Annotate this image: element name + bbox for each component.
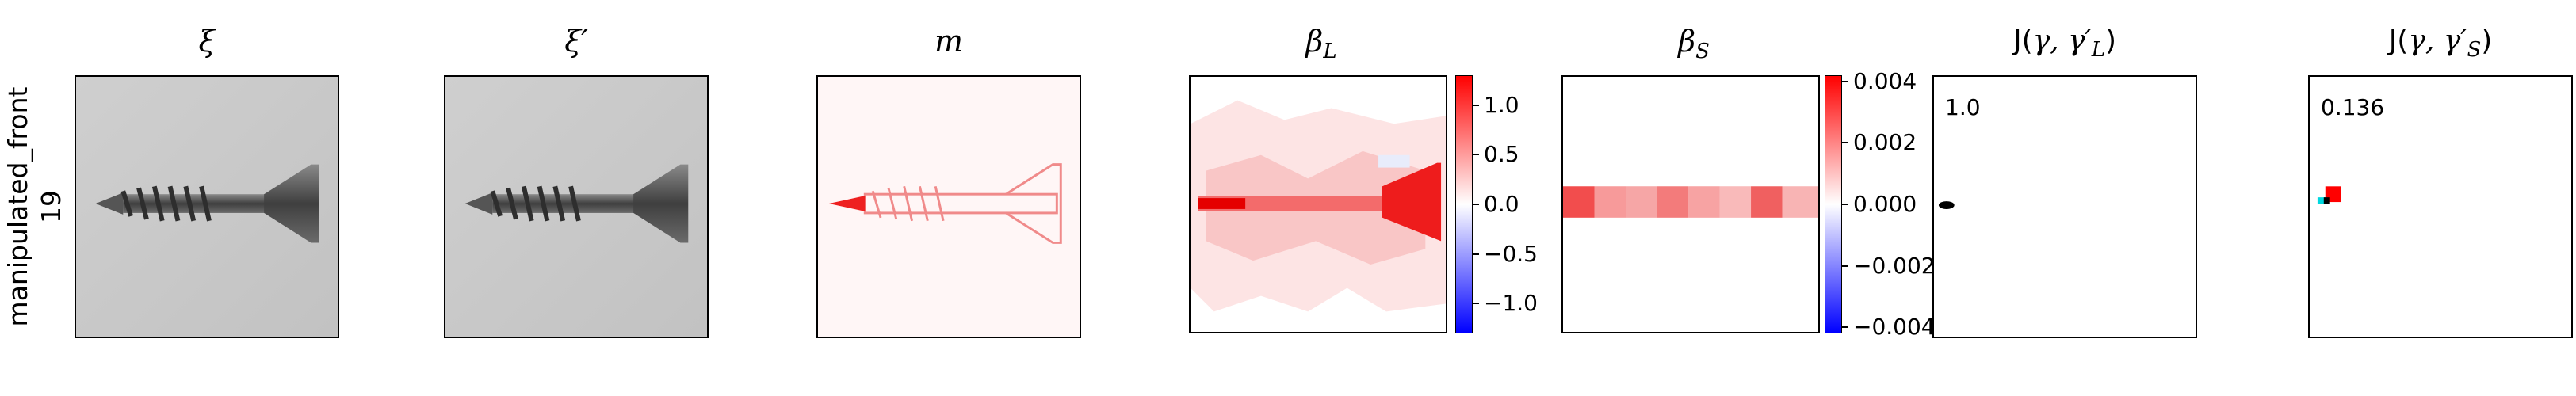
screw-photo-manipulated bbox=[445, 77, 707, 337]
panel-m-mask bbox=[816, 75, 1081, 338]
colorbar-beta-S bbox=[1825, 75, 1842, 333]
colorbar-beta-S-ticks: 0.004 0.002 0.000 −0.002 −0.004 bbox=[1842, 68, 1977, 340]
colorbar-tick-label: 0.5 bbox=[1484, 141, 1519, 168]
title-m: m bbox=[934, 24, 964, 59]
beta-L-heatmap bbox=[1191, 77, 1446, 332]
beta-S-heatmap bbox=[1563, 77, 1818, 332]
panel-beta-S-heatmap bbox=[1561, 75, 1820, 333]
title-J-L: J(γ, γ′L) bbox=[2012, 25, 2117, 62]
panel-J-S: 0.136 bbox=[2308, 75, 2573, 338]
colorbar-tick-label: 0.002 bbox=[1853, 129, 1917, 156]
J-S-marker bbox=[2317, 186, 2341, 204]
colorbar-tick-label: 0.0 bbox=[1484, 191, 1519, 217]
panel-J-L: 1.0 bbox=[1932, 75, 2197, 338]
mask-map bbox=[818, 77, 1080, 337]
J-L-marker bbox=[1938, 201, 1955, 209]
screw-photo bbox=[76, 77, 338, 337]
colorbar-tick-label: −0.004 bbox=[1853, 314, 1936, 341]
row-label-name: manipulated_front bbox=[2, 86, 33, 327]
title-beta-L: βL bbox=[1305, 24, 1337, 63]
title-beta-S: βS bbox=[1678, 24, 1710, 63]
J-S-score: 0.136 bbox=[2321, 94, 2385, 120]
row-label-index: 19 bbox=[36, 190, 67, 223]
title-J-S: J(γ, γ′S) bbox=[2388, 25, 2493, 62]
row-label: manipulated_front 19 bbox=[2, 75, 67, 338]
J-L-score: 1.0 bbox=[1945, 94, 1981, 120]
colorbar-tick-label: −0.002 bbox=[1853, 252, 1936, 279]
colorbar-beta-L-ticks: 1.0 0.5 0.0 −0.5 −1.0 bbox=[1473, 75, 1607, 333]
colorbar-tick-label: 1.0 bbox=[1484, 91, 1519, 118]
panel-xi-prime-image bbox=[444, 75, 709, 338]
title-xi-prime: ξ′ bbox=[564, 24, 588, 59]
title-xi: ξ bbox=[198, 24, 216, 59]
colorbar-tick-label: −0.5 bbox=[1484, 240, 1538, 267]
colorbar-beta-L bbox=[1455, 75, 1473, 333]
panel-xi-image bbox=[75, 75, 339, 338]
panel-beta-L-heatmap bbox=[1189, 75, 1447, 333]
colorbar-tick-label: 0.004 bbox=[1853, 67, 1917, 94]
colorbar-tick-label: −1.0 bbox=[1484, 290, 1538, 317]
colorbar-tick-label: 0.000 bbox=[1853, 191, 1917, 217]
